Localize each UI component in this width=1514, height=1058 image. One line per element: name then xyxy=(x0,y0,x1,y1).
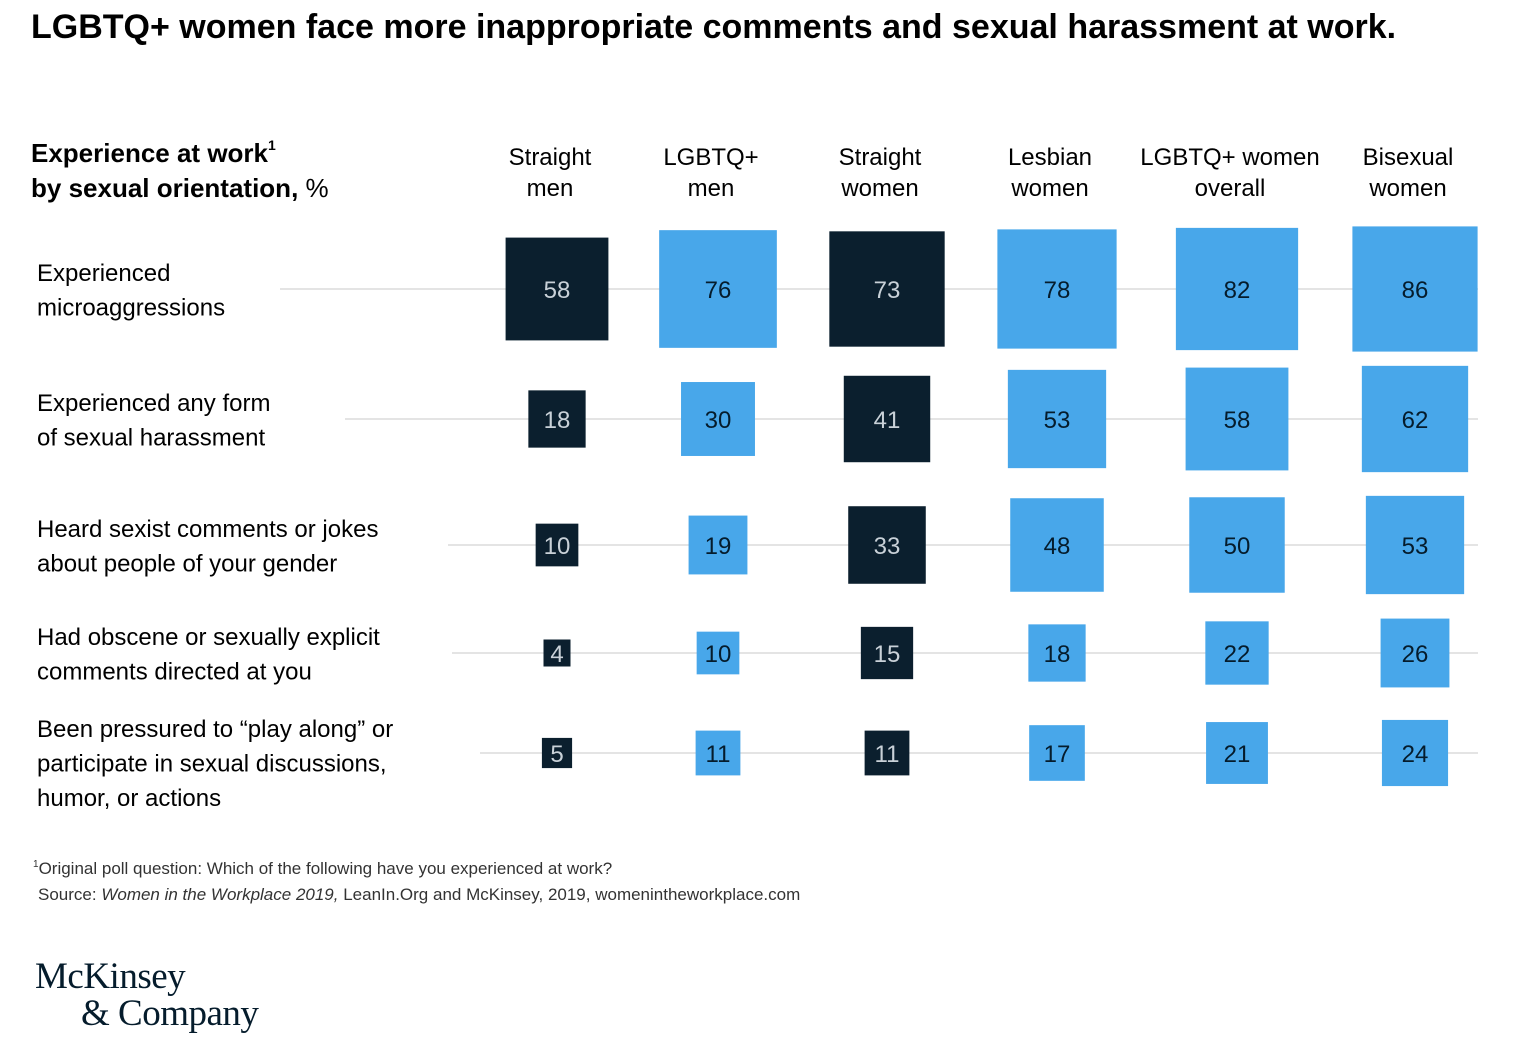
data-square xyxy=(1352,226,1478,352)
data-square xyxy=(688,515,748,575)
data-label: 15 xyxy=(874,641,901,668)
mckinsey-logo: McKinsey & Company xyxy=(35,956,259,1034)
column-header: LGBTQ+ men xyxy=(663,144,758,202)
data-square xyxy=(695,730,741,776)
data-square xyxy=(696,631,740,675)
data-square xyxy=(1185,367,1289,471)
row-label: Been pressured to “play along” or partici… xyxy=(37,716,393,812)
data-square xyxy=(997,229,1117,349)
data-label: 48 xyxy=(1044,533,1071,560)
footnote-mark: 1 xyxy=(33,859,39,870)
column-header: Straight women xyxy=(839,144,922,202)
data-square xyxy=(659,230,777,348)
data-square xyxy=(1381,719,1449,787)
data-label: 10 xyxy=(705,641,732,668)
data-square xyxy=(543,639,571,667)
data-square xyxy=(541,737,573,769)
data-square xyxy=(1007,369,1107,469)
logo-line-1: McKinsey xyxy=(35,956,186,997)
data-label: 58 xyxy=(1224,407,1251,434)
data-squares: 58 76 73 78 82 86 18 30 41 53 58 62 10 19 33 48 50 53 4 10 1… xyxy=(505,226,1478,787)
column-header: Lesbian women xyxy=(1008,144,1092,202)
row-label: Experienced microaggressions xyxy=(37,260,225,322)
data-square xyxy=(505,237,609,341)
data-label: 11 xyxy=(875,741,900,768)
row-label: Experienced any form of sexual harassment xyxy=(37,390,270,452)
data-label: 73 xyxy=(874,277,901,304)
data-label: 62 xyxy=(1402,407,1429,434)
data-label: 17 xyxy=(1044,741,1071,768)
data-square xyxy=(1029,725,1085,781)
data-label: 19 xyxy=(705,533,732,560)
data-label: 76 xyxy=(705,277,732,304)
column-headers: Straight men LGBTQ+ men Straight women Lesbian… xyxy=(509,144,1454,202)
data-label: 26 xyxy=(1402,641,1429,668)
data-label: 41 xyxy=(874,407,901,434)
data-square xyxy=(829,231,945,347)
data-label: 82 xyxy=(1224,277,1251,304)
source-prefix: Source: xyxy=(38,885,102,904)
subtitle-footnote-mark: 1 xyxy=(268,137,276,153)
data-square xyxy=(1365,495,1465,595)
subtitle-unit: % xyxy=(305,173,329,203)
data-square xyxy=(535,523,579,567)
data-label: 5 xyxy=(550,741,563,768)
data-square xyxy=(528,390,586,448)
data-label: 22 xyxy=(1224,641,1251,668)
data-label: 24 xyxy=(1402,741,1429,768)
data-square xyxy=(1205,621,1269,685)
data-square xyxy=(1010,498,1104,592)
chart-title: LGBTQ+ women face more inappropriate com… xyxy=(31,8,1397,46)
data-label: 58 xyxy=(544,277,571,304)
data-square xyxy=(843,375,931,463)
data-square xyxy=(848,506,926,584)
data-label: 4 xyxy=(550,641,563,668)
data-square xyxy=(1175,227,1299,351)
data-label: 18 xyxy=(1044,641,1071,668)
footnote-line: 1Original poll question: Which of the fo… xyxy=(33,856,1233,882)
data-label: 10 xyxy=(544,533,571,560)
subtitle-main: Experience at work xyxy=(31,138,268,168)
logo-line-2: & Company xyxy=(81,993,259,1034)
footnote-text: Original poll question: Which of the fol… xyxy=(38,859,613,878)
footnotes: 1Original poll question: Which of the fo… xyxy=(33,856,1233,908)
data-square xyxy=(1028,624,1086,682)
column-header: Bisexual women xyxy=(1363,144,1454,202)
data-label: 86 xyxy=(1402,277,1429,304)
data-label: 78 xyxy=(1044,277,1071,304)
source-rest: LeanIn.Org and McKinsey, 2019, womeninth… xyxy=(338,885,801,904)
data-label: 33 xyxy=(874,533,901,560)
data-label: 21 xyxy=(1224,741,1251,768)
data-label: 11 xyxy=(706,741,731,768)
data-label: 53 xyxy=(1402,533,1429,560)
data-square xyxy=(1361,365,1469,473)
data-square xyxy=(1206,722,1268,784)
data-square xyxy=(1380,618,1450,688)
data-label: 50 xyxy=(1224,533,1251,560)
data-square xyxy=(1189,497,1285,593)
row-label: Had obscene or sexually explicit comments… xyxy=(37,624,380,686)
row-labels: Experienced microaggressions Experienced a… xyxy=(37,260,393,812)
column-header: Straight men xyxy=(509,144,592,202)
source-line: Source: Women in the Workplace 2019, Lea… xyxy=(33,882,1233,908)
chart-subtitle: Experience at work1 by sexual orientatio… xyxy=(31,136,471,206)
data-label: 18 xyxy=(544,407,571,434)
row-label: Heard sexist comments or jokes about peop… xyxy=(37,516,378,578)
subtitle-line2: by sexual orientation, xyxy=(31,173,299,203)
source-title: Women in the Workplace 2019, xyxy=(101,885,339,904)
column-header: LGBTQ+ women overall xyxy=(1140,144,1319,202)
data-label: 53 xyxy=(1044,407,1071,434)
data-square xyxy=(681,382,755,456)
data-square xyxy=(864,730,910,776)
data-label: 30 xyxy=(705,407,732,434)
data-square xyxy=(860,626,914,680)
